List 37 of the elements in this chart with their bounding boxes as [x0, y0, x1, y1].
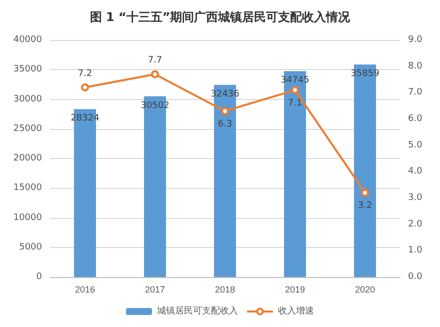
point [221, 107, 229, 116]
x-tick-label: 2020 [354, 284, 376, 294]
data-label: 7.1 [288, 98, 302, 109]
y-tick-label: 25000 [13, 124, 42, 134]
data-label: 7.2 [78, 68, 92, 79]
point [81, 83, 89, 92]
point [291, 86, 299, 94]
y2-tick-label: 2.0 [408, 219, 423, 230]
point [361, 188, 369, 197]
y-tick-label: 15000 [13, 183, 42, 194]
y2-tick-label: 4.0 [408, 166, 423, 177]
y2-tick-label: 9.0 [408, 35, 423, 45]
x-tick-label: 2018 [214, 284, 236, 294]
x-tick-label: 2017 [144, 284, 166, 294]
chart-title: 图 1 “十三五”期间广西城镇居民可支配收入情况 [90, 10, 352, 24]
x-tick-label: 2016 [74, 284, 96, 294]
y2-tick-label: 6.0 [408, 114, 423, 124]
y-tick-label: 35000 [13, 64, 42, 75]
y-tick-label: 40000 [13, 35, 42, 45]
x-tick-label: 2019 [284, 284, 306, 294]
y-tick-label: 10000 [13, 212, 42, 223]
y-tick-label: 30000 [13, 94, 42, 104]
y2-tick-label: 0.0 [408, 272, 423, 282]
y2-tick-label: 5.0 [408, 140, 423, 150]
y2-tick-label: 1.0 [408, 246, 423, 256]
y2-tick-label: 3.0 [408, 193, 423, 203]
point [151, 70, 159, 78]
y-tick-label: 20000 [13, 154, 42, 164]
y-tick-label: 5000 [19, 242, 42, 252]
data-label: 7.7 [148, 56, 162, 66]
legend-label: 城镇居民可支配收入 [156, 306, 238, 316]
y2-tick-label: 8.0 [408, 61, 423, 72]
legend-label: 收入增速 [278, 306, 314, 316]
y-tick-label: 0 [36, 272, 42, 282]
data-label: 3.2 [358, 201, 372, 212]
data-label: 6.3 [218, 120, 232, 130]
y2-tick-label: 7.0 [408, 88, 423, 98]
